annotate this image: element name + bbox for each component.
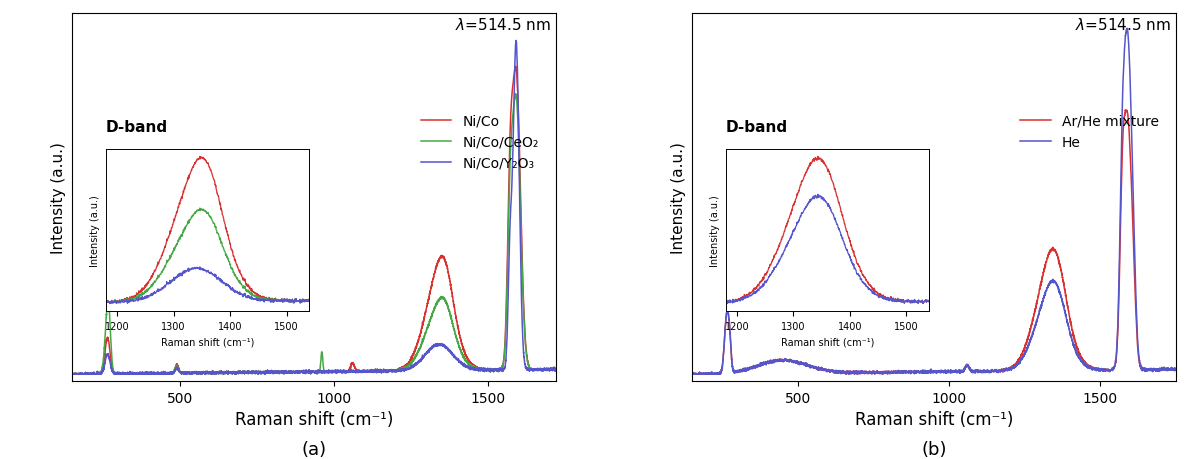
- Ar/He mixture: [1169, 367, 1183, 372]
- Ni/Co: [509, 64, 523, 70]
- Ar/He mixture: [1154, 366, 1169, 372]
- Legend: Ar/He mixture, He: Ar/He mixture, He: [1014, 109, 1164, 155]
- Ni/Co/Y₂O₃: [295, 369, 310, 375]
- Ar/He mixture: [914, 369, 929, 374]
- Text: D-band: D-band: [106, 120, 168, 135]
- He: [685, 372, 700, 377]
- Ar/He mixture: [892, 369, 906, 375]
- Ar/He mixture: [684, 371, 698, 377]
- He: [1130, 330, 1145, 335]
- Text: D-band: D-band: [726, 120, 788, 135]
- Ni/Co: [65, 371, 79, 377]
- Ni/Co/CeO₂: [65, 371, 79, 377]
- Ni/Co/Y₂O₃: [534, 368, 548, 374]
- He: [684, 371, 698, 377]
- Text: $\lambda$=514.5 nm: $\lambda$=514.5 nm: [455, 17, 551, 34]
- Ni/Co: [269, 369, 283, 375]
- Text: (a): (a): [301, 440, 326, 458]
- Ni/Co: [65, 372, 79, 377]
- Ar/He mixture: [685, 372, 700, 377]
- Ni/Co/Y₂O₃: [65, 371, 79, 377]
- Ni/Co: [550, 366, 564, 372]
- X-axis label: Raman shift (cm⁻¹): Raman shift (cm⁻¹): [235, 410, 394, 428]
- Ni/Co/Y₂O₃: [272, 369, 287, 375]
- Ni/Co/Y₂O₃: [65, 372, 79, 377]
- He: [914, 369, 929, 374]
- Ni/Co: [295, 369, 310, 375]
- He: [888, 370, 902, 375]
- He: [892, 369, 906, 375]
- Ni/Co: [272, 369, 287, 375]
- He: [1169, 367, 1183, 372]
- Line: He: He: [691, 29, 1176, 375]
- Ni/Co/CeO₂: [65, 372, 79, 377]
- Ni/Co/CeO₂: [416, 336, 431, 341]
- Ni/Co/Y₂O₃: [509, 39, 523, 44]
- Line: Ni/Co/CeO₂: Ni/Co/CeO₂: [72, 95, 557, 375]
- Ni/Co: [510, 85, 524, 90]
- Line: Ar/He mixture: Ar/He mixture: [691, 111, 1176, 375]
- He: [1037, 295, 1051, 300]
- Text: $\lambda$=514.5 nm: $\lambda$=514.5 nm: [1075, 17, 1171, 34]
- Ni/Co/CeO₂: [510, 110, 524, 116]
- Ar/He mixture: [1037, 269, 1051, 274]
- Text: (b): (b): [922, 440, 947, 458]
- Ni/Co/CeO₂: [550, 366, 564, 372]
- Ni/Co/CeO₂: [534, 368, 548, 374]
- Ni/Co/CeO₂: [272, 369, 287, 375]
- Ni/Co/CeO₂: [295, 369, 310, 375]
- Ni/Co/Y₂O₃: [269, 369, 283, 375]
- Line: Ni/Co/Y₂O₃: Ni/Co/Y₂O₃: [72, 41, 557, 375]
- Y-axis label: Intensity (a.u.): Intensity (a.u.): [671, 141, 686, 253]
- Ni/Co/Y₂O₃: [416, 354, 431, 359]
- Ni/Co/CeO₂: [509, 92, 523, 97]
- Ni/Co/CeO₂: [269, 369, 283, 375]
- Legend: Ni/Co, Ni/Co/CeO₂, Ni/Co/Y₂O₃: Ni/Co, Ni/Co/CeO₂, Ni/Co/Y₂O₃: [415, 109, 545, 176]
- Line: Ni/Co: Ni/Co: [72, 67, 557, 375]
- Ar/He mixture: [1130, 337, 1145, 343]
- X-axis label: Raman shift (cm⁻¹): Raman shift (cm⁻¹): [854, 410, 1013, 428]
- He: [1154, 366, 1169, 372]
- Ar/He mixture: [888, 370, 902, 375]
- Ni/Co/Y₂O₃: [550, 366, 564, 372]
- Ni/Co: [534, 368, 548, 374]
- He: [1120, 27, 1134, 32]
- Ni/Co/Y₂O₃: [510, 69, 524, 75]
- Ni/Co: [416, 317, 431, 323]
- Y-axis label: Intensity (a.u.): Intensity (a.u.): [52, 141, 66, 253]
- Ar/He mixture: [1118, 108, 1133, 113]
